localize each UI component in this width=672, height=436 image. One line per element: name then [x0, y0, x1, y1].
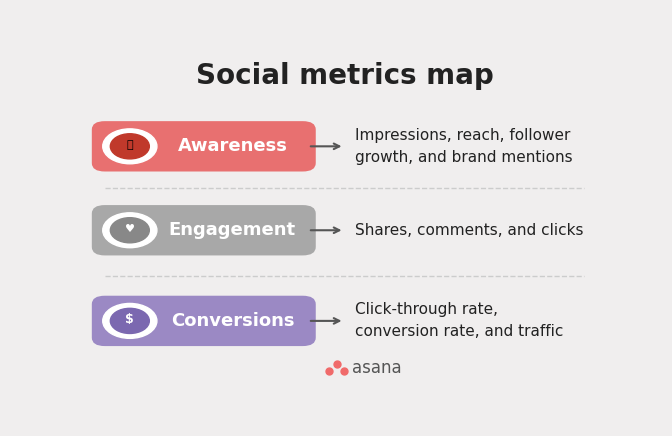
Circle shape: [110, 308, 149, 334]
Circle shape: [103, 303, 157, 338]
Circle shape: [110, 134, 149, 159]
Text: asana: asana: [352, 358, 402, 377]
Text: Social metrics map: Social metrics map: [196, 62, 493, 90]
Text: Shares, comments, and clicks: Shares, comments, and clicks: [355, 223, 583, 238]
Text: 👁: 👁: [126, 140, 133, 150]
Text: ♥: ♥: [125, 224, 135, 234]
FancyBboxPatch shape: [92, 205, 316, 255]
FancyBboxPatch shape: [92, 121, 316, 171]
Circle shape: [110, 218, 149, 243]
Text: Engagement: Engagement: [169, 221, 296, 239]
Text: Awareness: Awareness: [177, 137, 288, 155]
Text: Impressions, reach, follower
growth, and brand mentions: Impressions, reach, follower growth, and…: [355, 128, 573, 165]
Text: Conversions: Conversions: [171, 312, 294, 330]
FancyBboxPatch shape: [92, 296, 316, 346]
Circle shape: [103, 129, 157, 164]
Circle shape: [103, 213, 157, 248]
Text: Click-through rate,
conversion rate, and traffic: Click-through rate, conversion rate, and…: [355, 302, 563, 340]
Text: $: $: [126, 313, 134, 327]
